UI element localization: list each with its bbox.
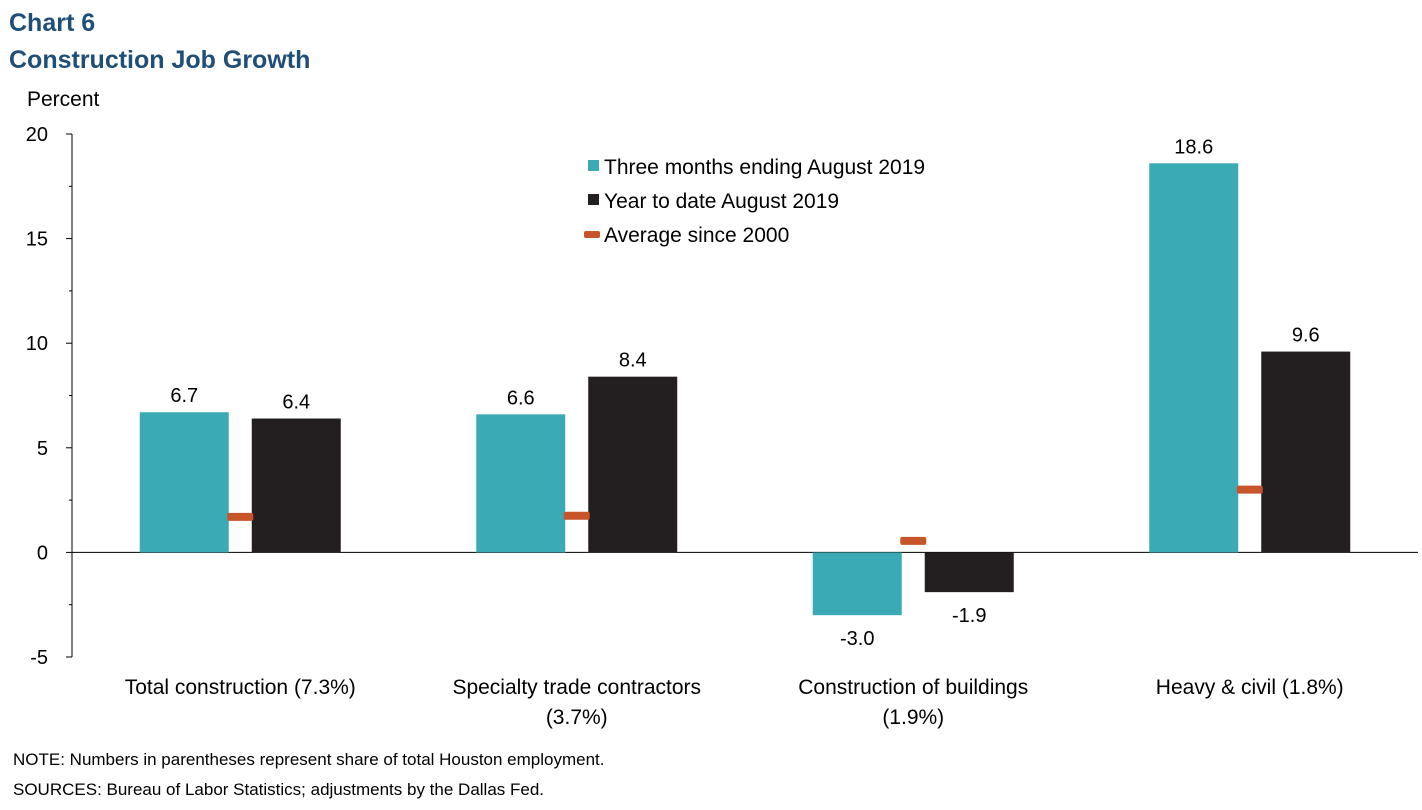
labels: 6.7 6.4 Total construction (7.3%) 6.6 8.4 Spe… bbox=[125, 136, 1344, 729]
bar-three-month bbox=[139, 412, 229, 553]
data-label: 18.6 bbox=[1174, 136, 1213, 158]
legend-label: Three months ending August 2019 bbox=[604, 156, 925, 179]
bar-year-to-date bbox=[1261, 351, 1351, 553]
data-label: -3.0 bbox=[840, 628, 874, 650]
bar-three-month bbox=[812, 552, 902, 616]
footnote: NOTE: Numbers in parentheses represent s… bbox=[13, 750, 605, 769]
bar-year-to-date bbox=[924, 552, 1014, 593]
y-axis-label: Percent bbox=[27, 88, 100, 111]
data-label: 6.6 bbox=[507, 387, 535, 409]
category-label: Total construction (7.3%) bbox=[125, 676, 356, 699]
average-marker bbox=[227, 512, 254, 521]
legend-swatch bbox=[584, 231, 600, 238]
category-label: (3.7%) bbox=[546, 706, 608, 729]
y-tick-label: 20 bbox=[26, 124, 48, 146]
bar-three-month bbox=[1149, 163, 1239, 553]
y-tick-label: 10 bbox=[26, 333, 48, 355]
legend-swatch bbox=[588, 194, 599, 205]
category-label: (1.9%) bbox=[882, 706, 944, 729]
data-label: 8.4 bbox=[619, 350, 647, 372]
chart-number: Chart 6 bbox=[9, 9, 96, 37]
data-label: -1.9 bbox=[952, 605, 986, 627]
bar-year-to-date bbox=[251, 418, 341, 553]
average-marker bbox=[1236, 485, 1263, 494]
bars bbox=[139, 163, 1351, 616]
legend-label: Average since 2000 bbox=[604, 224, 789, 247]
average-marker bbox=[563, 511, 590, 520]
data-label: 9.6 bbox=[1292, 325, 1320, 347]
legend-label: Year to date August 2019 bbox=[604, 190, 839, 213]
sources: SOURCES: Bureau of Labor Statistics; adj… bbox=[13, 780, 545, 799]
bar-three-month bbox=[476, 414, 566, 553]
category-label: Specialty trade contractors bbox=[452, 676, 701, 699]
y-tick-label: 15 bbox=[26, 229, 48, 251]
chart-title: Construction Job Growth bbox=[9, 46, 311, 74]
category-label: Construction of buildings bbox=[798, 676, 1028, 699]
legend-swatch bbox=[588, 160, 599, 171]
y-tick-label: 0 bbox=[37, 542, 48, 564]
bar-chart: Percent 20 15 10 5 0 -5 6.7 6.4 Total constructi… bbox=[26, 88, 1418, 729]
data-label: 6.4 bbox=[282, 392, 310, 414]
bar-year-to-date bbox=[588, 376, 678, 553]
average-marker bbox=[900, 536, 927, 545]
y-tick-label: -5 bbox=[30, 647, 48, 669]
category-label: Heavy & civil (1.8%) bbox=[1156, 676, 1344, 699]
data-label: 6.7 bbox=[170, 385, 198, 407]
y-tick-label: 5 bbox=[37, 438, 48, 460]
legend: Three months ending August 2019 Year to d… bbox=[584, 156, 925, 247]
